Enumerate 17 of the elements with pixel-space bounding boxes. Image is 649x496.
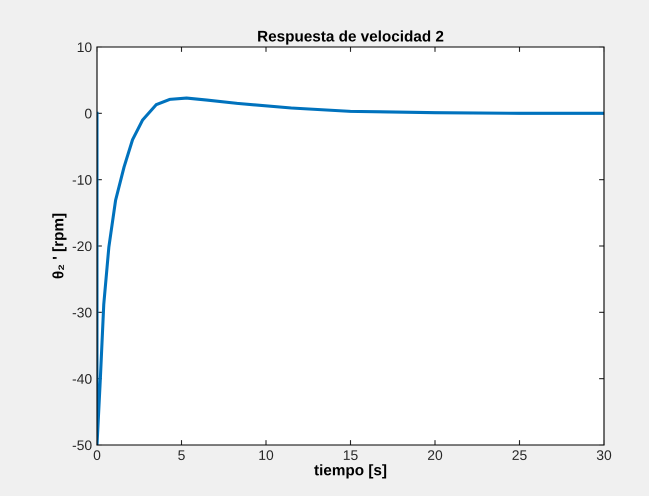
y-axis-title: θ₂ ' [rpm] <box>52 214 67 278</box>
x-tick-label: 0 <box>94 450 100 460</box>
y-tick-label: -50 <box>72 440 92 450</box>
x-tick-label: 10 <box>259 450 274 460</box>
x-tick-label: 20 <box>428 450 442 460</box>
y-tick-label: -40 <box>72 374 92 384</box>
y-tick-label: 10 <box>78 42 92 52</box>
x-tick-label: 15 <box>344 450 358 460</box>
y-tick-label: -20 <box>72 241 92 252</box>
y-tick-label: -30 <box>72 308 92 318</box>
x-tick-label: 5 <box>178 450 185 460</box>
x-axis-title: tiempo [s] <box>314 464 386 478</box>
y-tick-label: 0 <box>84 108 92 119</box>
x-tick-label: 30 <box>596 450 612 460</box>
chart-title: Respuesta de velocidad 2 <box>258 30 444 45</box>
y-tick-label: -10 <box>72 175 92 185</box>
x-tick-label: 25 <box>512 450 527 460</box>
